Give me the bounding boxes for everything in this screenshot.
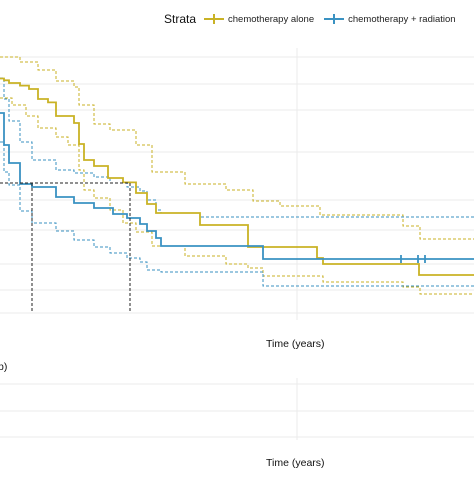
- ci-upper-1: [0, 77, 474, 218]
- x-axis-label-bottom: Time (years): [266, 457, 325, 469]
- legend-key-chemo-radiation: [324, 13, 345, 25]
- legend: Strata chemotherapy alone chemotherapy +…: [164, 9, 466, 29]
- legend-title: Strata: [164, 12, 197, 26]
- legend-label-chemo: chemotherapy alone: [228, 13, 315, 25]
- legend-item-chemo: chemotherapy alone: [204, 13, 314, 25]
- survival-curve-1: [0, 112, 474, 260]
- x-axis-label-top: Time (years): [266, 338, 325, 350]
- ci-upper-0: [0, 56, 474, 240]
- legend-label-chemo-radiation: chemotherapy + radiation: [348, 13, 456, 25]
- survival-curve-0: [0, 77, 474, 276]
- legend-item-chemo-radiation: chemotherapy + radiation: [324, 13, 456, 25]
- ci-lower-0: [0, 97, 474, 295]
- ci-lower-1: [0, 141, 474, 287]
- clipped-label: p): [0, 361, 8, 373]
- legend-key-chemo: [204, 13, 225, 25]
